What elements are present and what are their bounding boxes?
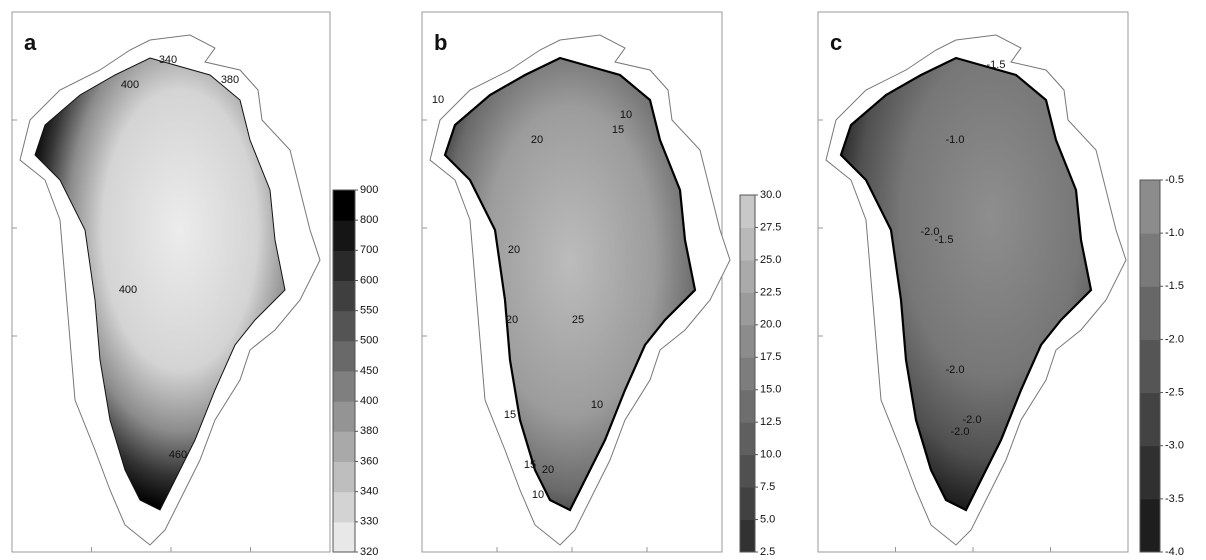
colorbar-tick-label: 550 (360, 305, 378, 317)
colorbar-bin (333, 280, 355, 312)
colorbar-bin (740, 487, 755, 521)
greenland (429, 34, 731, 546)
colorbar-bin (333, 310, 355, 342)
colorbar-tick-label: 17.5 (760, 351, 781, 363)
contour-label: -1.0 (946, 134, 965, 146)
colorbar-tick-label: -4.0 (1165, 546, 1184, 558)
colorbar-frame (1139, 179, 1161, 553)
panel-label: c (830, 30, 842, 55)
colorbar-bin (740, 324, 755, 358)
contour-label: -2.0 (921, 226, 940, 238)
contour-label: -1.5 (987, 59, 1006, 71)
colorbar-bin (740, 292, 755, 326)
colorbar-tick-label: 330 (360, 516, 378, 528)
colorbar-tick-label: -2.5 (1165, 386, 1184, 398)
contour-label: -2.0 (946, 364, 965, 376)
colorbar-bin (740, 357, 755, 391)
contour-label: 15 (612, 124, 624, 136)
colorbar-tick-label: 7.5 (760, 481, 775, 493)
map-panel: c-4.0-3.5-3.0-2.5-2.0-1.5-1.0-0.5-1.5-1.… (817, 11, 1184, 558)
colorbar-tick-label: 500 (360, 335, 378, 347)
colorbar-tick-label: -1.0 (1165, 227, 1184, 239)
contour-label: 340 (159, 54, 177, 66)
colorbar-bin (740, 389, 755, 423)
colorbar-bin (740, 195, 755, 228)
colorbar-tick-label: 27.5 (760, 221, 781, 233)
colorbar-tick-label: -3.5 (1165, 493, 1184, 505)
colorbar-bin (1140, 498, 1160, 553)
colorbar-bin (333, 190, 355, 221)
colorbar-tick-label: 15.0 (760, 384, 781, 396)
contour-label: 10 (432, 94, 444, 106)
contour-label: 15 (524, 459, 536, 471)
colorbar-tick-label: 12.5 (760, 416, 781, 428)
colorbar-bin (333, 431, 355, 462)
colorbar-bin (333, 461, 355, 493)
colorbar-frame (739, 194, 756, 553)
colorbar-bin (1140, 392, 1160, 447)
contour-label: 20 (508, 244, 520, 256)
colorbar-bin (333, 250, 355, 281)
colorbar-bin (1140, 445, 1160, 500)
colorbar-bin (333, 340, 355, 372)
contour-label: 10 (620, 109, 632, 121)
colorbar-bin (333, 220, 355, 251)
colorbar-tick-label: 400 (360, 395, 378, 407)
panel-label: b (434, 30, 447, 55)
colorbar-tick-label: 2.5 (760, 546, 775, 558)
colorbar-bin (740, 259, 755, 293)
contour-label: 10 (532, 489, 544, 501)
colorbar-bin (333, 401, 355, 432)
colorbar-tick-label: 600 (360, 274, 378, 286)
colorbar-tick-label: 700 (360, 244, 378, 256)
contour-label: 15 (504, 409, 516, 421)
colorbar-bin (333, 371, 355, 402)
colorbar-tick-label: 380 (360, 425, 378, 437)
colorbar-bin (740, 227, 755, 261)
colorbar-bin (740, 454, 755, 488)
colorbar-tick-label: 450 (360, 365, 378, 377)
colorbar-bin (333, 491, 355, 523)
colorbar-tick-label: 320 (360, 546, 378, 558)
colorbar-tick-label: -1.5 (1165, 280, 1184, 292)
contour-label: 400 (121, 79, 139, 91)
panel-label: a (24, 30, 37, 55)
colorbar-tick-label: 30.0 (760, 189, 781, 201)
contour-label: 10 (591, 399, 603, 411)
colorbar-tick-label: -2.0 (1165, 333, 1184, 345)
map-panel: a 320 330 340 360 380 400 450 500 550 600 700 800 900… (11, 11, 378, 558)
colorbar-tick-label: 360 (360, 455, 378, 467)
contour-label: 400 (119, 284, 137, 296)
contour-label: 380 (221, 74, 239, 86)
contour-label: 20 (531, 134, 543, 146)
contour-label: -2.0 (963, 414, 982, 426)
colorbar-tick-label: 25.0 (760, 254, 781, 266)
colorbar-tick-label: -3.0 (1165, 440, 1184, 452)
colorbar-tick-label: 20.0 (760, 319, 781, 331)
colorbar-bin (1140, 233, 1160, 287)
greenland (825, 34, 1127, 546)
contour-label: 20 (506, 314, 518, 326)
colorbar-bin (1140, 286, 1160, 340)
colorbar-tick-label: 5.0 (760, 513, 775, 525)
colorbar-tick-label: -0.5 (1165, 174, 1184, 186)
colorbar-tick-label: 340 (360, 486, 378, 498)
map-panel: b 2.5 5.0 7.5 10.0 12.5 15.0 17.5 20.0 22.5 25.0 27… (421, 11, 781, 558)
contour-label: 25 (572, 314, 584, 326)
colorbar-bin (1140, 339, 1160, 394)
colorbar-bin (740, 422, 755, 456)
contour-label: 20 (542, 464, 554, 476)
contour-label: -2.0 (951, 426, 970, 438)
colorbar-tick-label: 800 (360, 214, 378, 226)
greenland (19, 34, 321, 546)
contour-label: -1.5 (935, 234, 954, 246)
colorbar-bin (1140, 180, 1160, 234)
colorbar-tick-label: 22.5 (760, 286, 781, 298)
colorbar-bin (333, 521, 355, 553)
colorbar-tick-label: 900 (360, 184, 378, 196)
colorbar-bin (740, 519, 755, 553)
colorbar-tick-label: 10.0 (760, 449, 781, 461)
contour-label: 460 (169, 449, 187, 461)
